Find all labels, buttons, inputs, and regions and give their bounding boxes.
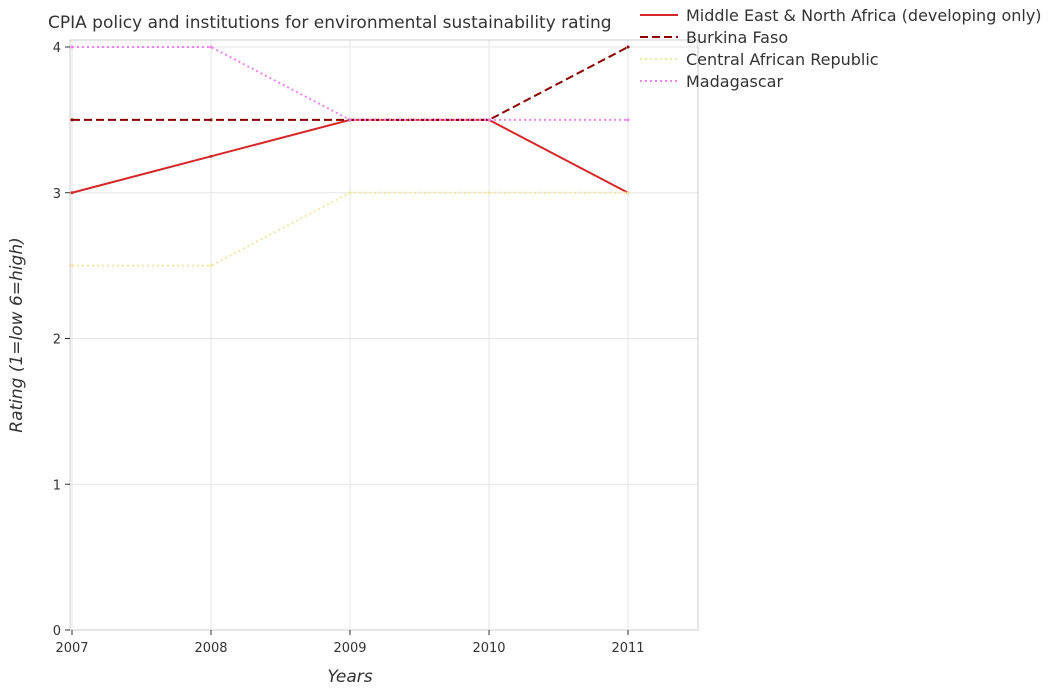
- y-tick-label: 1: [53, 478, 61, 493]
- data-point: [626, 191, 630, 195]
- data-point: [209, 264, 213, 268]
- series-madagascar: [70, 45, 630, 122]
- data-point: [70, 191, 74, 195]
- y-tick-label: 3: [53, 187, 61, 202]
- data-point: [487, 191, 491, 195]
- data-point: [209, 118, 213, 122]
- legend: Middle East & North Africa (developing o…: [640, 6, 1042, 91]
- y-tick-label: 2: [53, 333, 61, 348]
- legend-label: Madagascar: [686, 72, 783, 91]
- y-tick-label: 0: [53, 624, 61, 639]
- data-point: [209, 154, 213, 158]
- data-point: [209, 45, 213, 49]
- data-point: [487, 118, 491, 122]
- x-axis-title: Years: [327, 667, 372, 687]
- legend-label: Middle East & North Africa (developing o…: [686, 6, 1042, 25]
- series-group: [70, 45, 630, 268]
- x-tick-label: 2010: [472, 641, 505, 656]
- x-tick-label: 2007: [55, 641, 88, 656]
- series-central-african-republic: [70, 191, 630, 268]
- x-tick-label: 2009: [333, 641, 366, 656]
- data-point: [70, 45, 74, 49]
- grid: [70, 40, 698, 631]
- data-point: [626, 45, 630, 49]
- legend-label: Burkina Faso: [686, 28, 788, 47]
- chart-title: CPIA policy and institutions for environ…: [48, 13, 612, 33]
- data-point: [626, 118, 630, 122]
- x-tick-labels: 2007 2008 2009 2010 2011: [55, 630, 645, 656]
- x-tick-label: 2008: [194, 641, 227, 656]
- axes: [69, 39, 699, 631]
- y-axis-title: Rating (1=low 6=high): [7, 237, 27, 432]
- data-point: [348, 118, 352, 122]
- x-tick-label: 2011: [611, 641, 644, 656]
- data-point: [348, 191, 352, 195]
- y-tick-labels: 0 1 2 3 4: [53, 41, 70, 639]
- plot-frame: [69, 39, 699, 631]
- data-point: [70, 264, 74, 268]
- y-tick-label: 4: [53, 41, 61, 56]
- data-point: [70, 118, 74, 122]
- legend-label: Central African Republic: [686, 50, 879, 69]
